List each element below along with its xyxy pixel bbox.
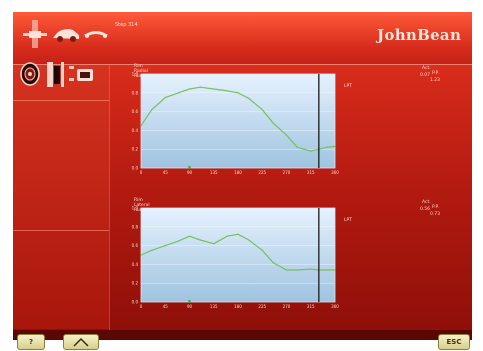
y-tick-label: 0.0	[132, 166, 139, 171]
x-tick-label: 45	[163, 304, 169, 309]
y-tick-label: 0.4	[132, 128, 139, 133]
data-point	[262, 109, 263, 110]
data-point	[248, 239, 249, 240]
data-point	[165, 97, 166, 98]
value-act: 0.56	[420, 207, 430, 212]
y-tick-label: 0.6	[132, 109, 139, 114]
data-point	[140, 125, 141, 126]
data-point	[272, 122, 273, 123]
x-tick-label: 135	[210, 170, 218, 175]
data-point	[237, 234, 238, 235]
help-button[interactable]: ?	[17, 334, 45, 350]
data-point	[227, 90, 228, 91]
x-tick-label: 135	[210, 304, 218, 309]
escape-button[interactable]: ESC	[438, 334, 470, 350]
data-point	[334, 146, 335, 147]
chart-marker-label: LPT	[344, 218, 352, 223]
y-tick-label: 0.0	[132, 300, 139, 305]
y-tick-label: 0.2	[132, 147, 139, 152]
weight-clip-icon	[83, 26, 109, 42]
y-tick-label: 0.8	[132, 90, 139, 95]
x-tick-label: 0	[140, 170, 143, 175]
screen-title: Step 314	[115, 22, 138, 28]
x-tick-label: 90	[187, 170, 193, 175]
x-tick-label: 45	[163, 170, 169, 175]
rim-profile-icon[interactable]	[46, 60, 66, 90]
x-tick-label: 360	[331, 170, 339, 175]
x-tick-label: 360	[331, 304, 339, 309]
car-icon	[51, 24, 81, 44]
x-tick-label: 180	[234, 170, 242, 175]
data-point	[151, 250, 152, 251]
y-tick-label: 0.6	[132, 243, 139, 248]
x-tick-label: 0	[140, 304, 143, 309]
data-point	[262, 250, 263, 251]
x-tick-label: 315	[307, 170, 315, 175]
data-point	[213, 88, 214, 89]
value-act: 0.07	[420, 73, 430, 78]
app-screen: Step 314 JohnBean Rim Radial Runout 1.00…	[13, 12, 472, 340]
chart-svg: 1.0 0.8 0.6 0.4 0.2 0.00 45 90 135 180 225 270 315 36…	[117, 206, 347, 316]
chart-svg: 1.0 0.8 0.6 0.4 0.2 0.00 45 90 135 180 225 270 315 36…	[117, 72, 347, 182]
plot-area	[141, 74, 335, 168]
x-tick-label: 180	[234, 304, 242, 309]
left-divider-1	[13, 100, 109, 101]
data-point	[326, 269, 327, 270]
x-tick-label: 270	[283, 304, 291, 309]
brand-logo: JohnBean	[377, 26, 461, 44]
data-point	[151, 109, 152, 110]
value-pp: 0.73	[430, 212, 440, 217]
values: 0.07 1.23	[420, 73, 440, 83]
data-point	[334, 269, 335, 270]
panel-divider	[109, 65, 110, 330]
x-tick-label: 315	[307, 304, 315, 309]
baseline-marker	[189, 300, 191, 303]
y-tick-label: 0.2	[132, 281, 139, 286]
tire-icon[interactable]	[19, 61, 41, 87]
y-tick-label: 1.0	[132, 206, 139, 211]
data-point	[272, 262, 273, 263]
plot-area	[141, 208, 335, 302]
x-tick-label: 270	[283, 170, 291, 175]
data-point	[248, 98, 249, 99]
data-point	[165, 245, 166, 246]
data-point	[178, 240, 179, 241]
data-point	[140, 254, 141, 255]
data-point	[200, 87, 201, 88]
data-point	[297, 147, 298, 148]
left-divider-2	[13, 230, 109, 231]
data-point	[178, 92, 179, 93]
left-panel	[13, 65, 109, 329]
chart-marker-label: LPT	[344, 84, 352, 89]
x-tick-label: 225	[258, 170, 266, 175]
x-tick-label: 90	[187, 304, 193, 309]
data-point	[189, 236, 190, 237]
data-point	[310, 269, 311, 270]
values: 0.56 0.73	[420, 207, 440, 217]
data-point	[213, 243, 214, 244]
y-tick-label: 0.8	[132, 224, 139, 229]
data-point	[189, 88, 190, 89]
data-point	[227, 236, 228, 237]
data-point	[237, 92, 238, 93]
data-point	[310, 150, 311, 151]
value-header-act: Act.	[422, 66, 431, 71]
value-pp: 1.23	[430, 78, 440, 83]
home-button[interactable]	[63, 334, 99, 350]
wheel-balancer-icon	[21, 18, 49, 50]
data-point	[286, 135, 287, 136]
home-icon	[72, 337, 90, 347]
data-point	[200, 239, 201, 240]
data-point	[286, 269, 287, 270]
y-tick-label: 1.0	[132, 72, 139, 77]
data-point	[326, 147, 327, 148]
baseline-marker	[189, 166, 191, 169]
x-tick-label: 225	[258, 304, 266, 309]
tire-mount-icon[interactable]	[67, 62, 95, 88]
value-header-act: Act.	[422, 200, 431, 205]
y-tick-label: 0.4	[132, 262, 139, 267]
data-point	[297, 269, 298, 270]
